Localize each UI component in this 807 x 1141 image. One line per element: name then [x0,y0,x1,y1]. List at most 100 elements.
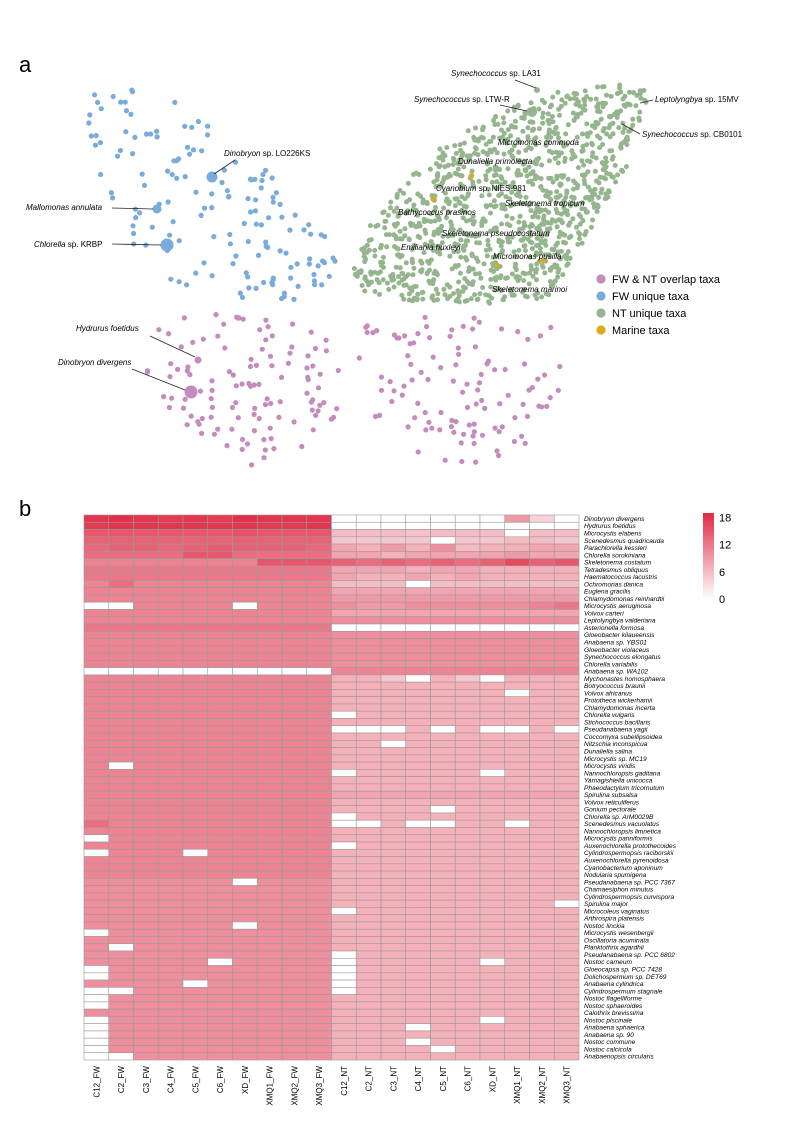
nt-node [473,146,479,152]
overlap-node [334,406,340,412]
heatmap-cell [529,747,555,756]
heatmap-cell [281,790,308,799]
heatmap-cell [256,609,283,618]
heatmap-cell [281,543,308,552]
heatmap-cell [207,529,233,538]
nt-node [428,219,434,225]
heatmap-cell [207,630,233,639]
nt-node [394,205,400,211]
heatmap-cell [454,565,481,574]
heatmap-cell [430,558,456,567]
column-label: C3_FW [142,1066,151,1094]
nt-node [420,197,426,203]
heatmap-cell [529,841,555,850]
heatmap-cell [454,703,481,712]
nt-node [413,207,419,213]
heatmap-cell [529,761,555,770]
nt-node [546,148,552,154]
fw-node [288,264,294,270]
nt-node [512,118,518,124]
nt-node [464,218,469,224]
nt-taxon-label: Leptolyngbya sp. 15MV [655,95,739,104]
heatmap-cell [207,732,233,741]
nt-node [539,97,545,103]
nt-node [397,265,403,271]
heatmap-cell [479,928,506,937]
heatmap-cell [108,1037,134,1046]
heatmap-cell [108,805,134,814]
nt-node [561,198,567,204]
nt-node [456,199,462,205]
heatmap-cell [553,965,580,974]
highlight-node [194,356,202,364]
heatmap-cell [430,696,456,705]
heatmap-cell [232,979,258,988]
heatmap-cell [157,630,184,639]
nt-node [554,189,560,195]
heatmap-cell [405,718,431,727]
fw-node [149,224,155,230]
nt-node [488,149,494,155]
fw-node [260,171,266,178]
heatmap-cell [380,601,407,610]
heatmap-cell [380,551,407,559]
heatmap-cell [281,580,308,588]
heatmap-cell [479,769,506,777]
heatmap-cell [504,914,530,923]
heatmap-cell [553,1008,580,1017]
heatmap-cell [133,587,159,596]
column-label: XMQ1_NT [513,1066,522,1104]
fw-node [253,285,259,291]
nt-node [600,142,606,147]
heatmap-cell [355,1030,382,1039]
overlap-node [265,324,271,330]
overlap-node [387,379,393,385]
nt-node [491,269,496,274]
heatmap-cell [405,696,431,705]
heatmap-cell [331,798,357,806]
heatmap-cell [380,754,407,763]
heatmap-cell [355,848,382,857]
nt-node [589,196,595,202]
heatmap-cell [553,907,580,915]
overlap-node [430,354,436,360]
heatmap-cell [256,1052,283,1061]
overlap-node [356,355,362,361]
nt-node [407,197,413,203]
heatmap-cell [306,834,332,843]
overlap-node [313,412,319,418]
overlap-node [285,360,291,366]
nt-node [475,296,481,302]
heatmap-cell [430,667,456,676]
heatmap-cell [479,987,506,995]
nt-node [480,285,486,290]
overlap-node [447,333,453,339]
nt-node [413,224,419,230]
heatmap-cell [380,739,407,748]
heatmap-cell [355,776,382,785]
heatmap-cell [108,798,134,806]
nt-node [528,232,533,238]
heatmap-cell [479,623,506,632]
heatmap-cell [108,565,134,574]
heatmap-cell [380,885,407,894]
heatmap-cell [380,914,407,923]
overlap-node [197,388,204,394]
overlap-node [287,350,293,356]
nt-node [543,242,549,248]
heatmap-cell [454,848,481,857]
nt-node [399,292,405,298]
row-label: Yamagishiella unicocca [584,778,653,785]
nt-node [409,259,415,265]
column-label: C4_FW [167,1066,176,1094]
nt-node [553,264,559,270]
nt-node [413,283,419,289]
heatmap-cell [157,1016,184,1024]
heatmap-cell [380,987,407,995]
nt-node [396,274,401,280]
overlap-node [246,380,252,387]
heatmap-cell [83,841,110,850]
heatmap-cell [405,1023,431,1032]
heatmap-cell [83,776,110,785]
fw-node [230,261,236,267]
